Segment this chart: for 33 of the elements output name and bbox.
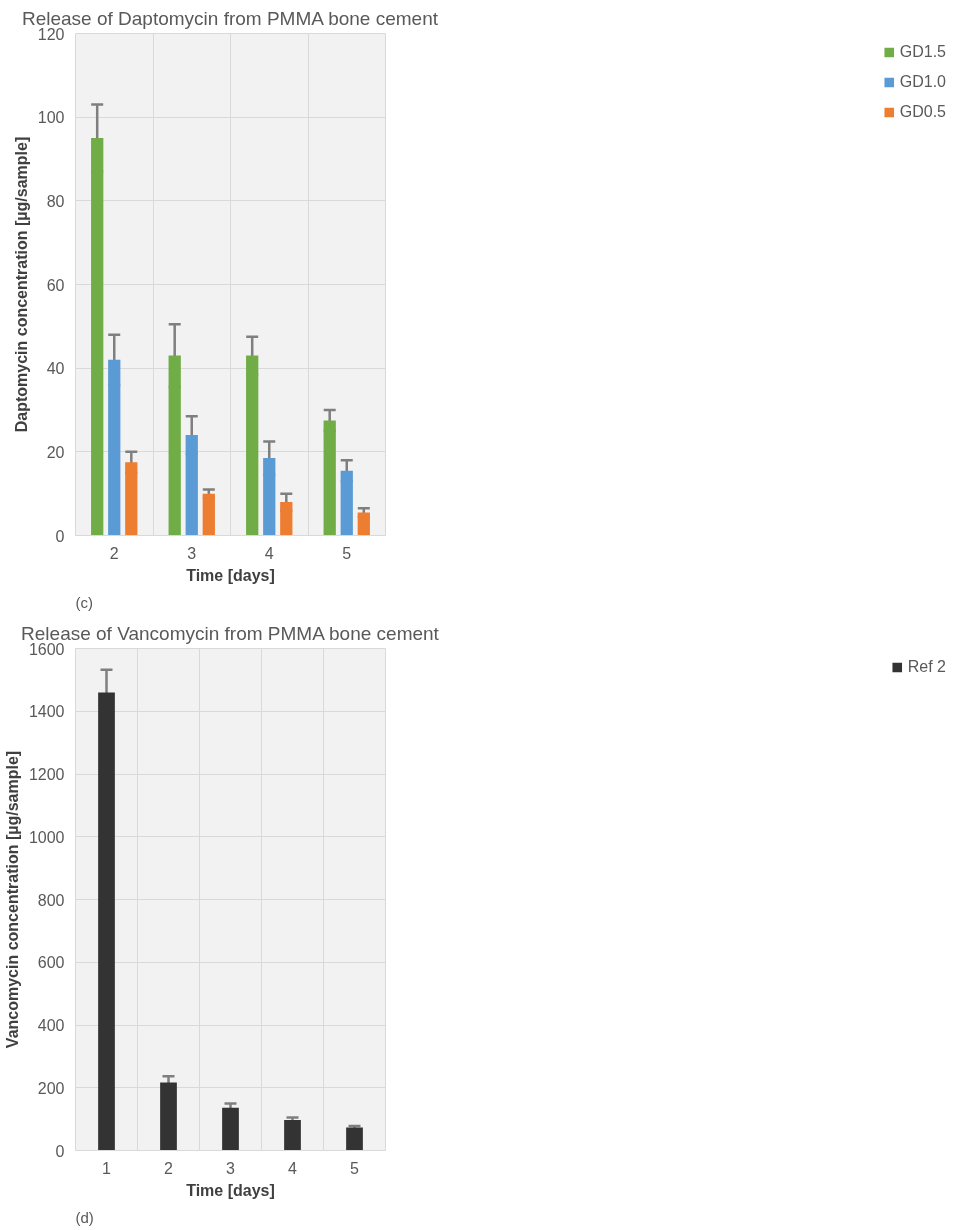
- y-tick-label: 200: [37, 1079, 65, 1097]
- x-tick-label: 5: [342, 544, 352, 562]
- y-tick-label: 1000: [28, 828, 65, 846]
- y-tick-label: 600: [37, 954, 65, 972]
- x-tick-label: 2: [164, 1159, 174, 1177]
- legend-label: GD0.5: [899, 103, 946, 121]
- legend-label: Ref 2: [907, 658, 946, 676]
- x-tick-label: 5: [350, 1159, 360, 1177]
- y-tick-label: 0: [55, 527, 65, 545]
- y-tick-label: 400: [37, 1017, 65, 1034]
- y-tick-label: 1400: [28, 703, 65, 721]
- x-tick-label: 3: [187, 544, 197, 562]
- y-tick-label: 800: [37, 891, 65, 909]
- x-tick-label: 3: [226, 1159, 236, 1177]
- x-tick-label: 4: [264, 544, 274, 562]
- x-tick-label: 4: [288, 1159, 298, 1177]
- text: (c): [75, 593, 93, 611]
- y-tick-label: 100: [37, 109, 65, 127]
- x-axis-title: Time [days]: [186, 1181, 275, 1199]
- y-axis-title: Daptomycin concentration [µg/sample]: [12, 136, 30, 433]
- y-tick-label: 80: [46, 192, 65, 210]
- y-axis-title: Vancomycin concentration [µg/sample]: [3, 750, 21, 1049]
- y-tick-label: 40: [46, 360, 65, 378]
- x-tick-label: 1: [102, 1159, 112, 1177]
- x-axis-title: Time [days]: [186, 566, 275, 584]
- y-tick-label: 20: [46, 443, 65, 461]
- y-tick-label: 1200: [28, 766, 65, 783]
- y-tick-label: 0: [55, 1142, 65, 1160]
- legend-label: GD1.5: [899, 43, 946, 61]
- x-tick-label: 2: [109, 544, 119, 562]
- legend-label: GD1.0: [899, 73, 946, 91]
- text: (d): [75, 1208, 94, 1226]
- y-tick-label: 60: [46, 276, 65, 294]
